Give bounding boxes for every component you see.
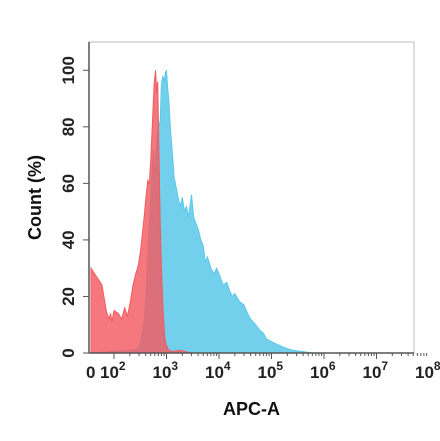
histogram-series-2: [90, 70, 192, 354]
x-tick-label: 107: [363, 359, 389, 382]
y-tick-label: 80: [59, 117, 78, 136]
y-tick-label: 0: [59, 348, 78, 357]
x-tick-label: 106: [310, 359, 336, 382]
x-tick-label: 105: [258, 359, 284, 382]
x-axis-title: APC-A: [223, 399, 280, 419]
x-axis: 0 102 103 104 105 106 107 108: [86, 352, 440, 382]
y-tick-label: 100: [59, 56, 78, 84]
x-tick-label: 0: [86, 363, 95, 382]
y-tick-label: 60: [59, 174, 78, 193]
x-tick-label: 108: [415, 359, 440, 382]
x-tick-label: 102: [100, 359, 126, 382]
x-tick-label: 104: [205, 359, 231, 382]
series-layer: [90, 70, 313, 354]
y-tick-label: 20: [59, 287, 78, 306]
y-axis: 0 20 40 60 80 100: [59, 42, 90, 358]
y-axis-title: Count (%): [25, 155, 45, 240]
y-tick-label: 40: [59, 230, 78, 249]
x-tick-label: 103: [153, 359, 179, 382]
